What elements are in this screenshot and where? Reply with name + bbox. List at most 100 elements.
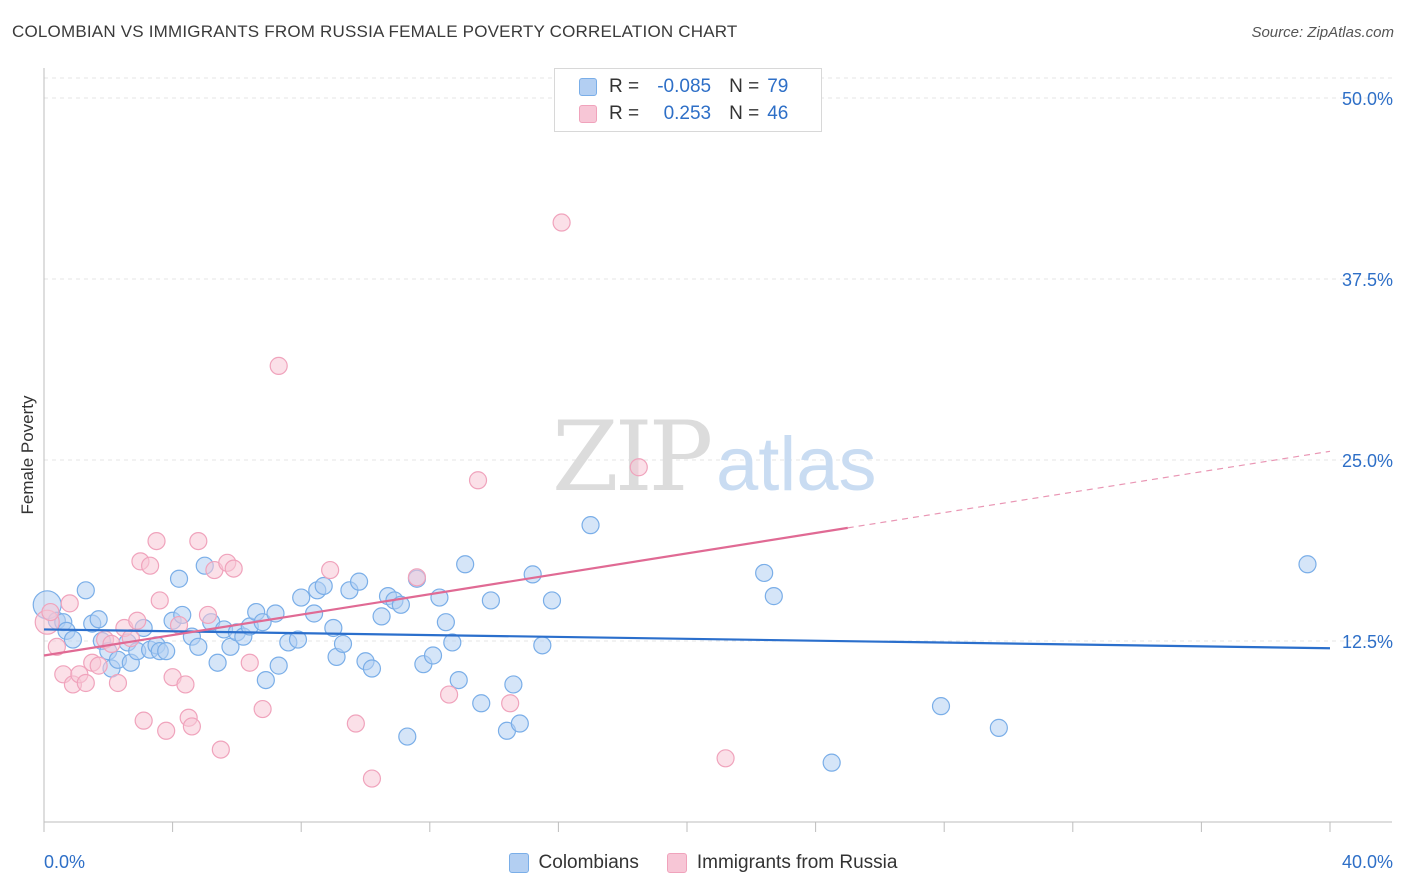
data-point [189,637,208,656]
data-point [128,611,147,630]
data-point [931,697,951,716]
data-point [182,717,201,736]
data-point [89,610,108,629]
data-point [269,356,288,375]
watermark: ZIP atlas [552,401,877,513]
data-point [472,694,491,713]
legend-swatch-colombians [579,78,597,96]
x-tick-max: 40.0% [1341,852,1393,872]
data-point [157,642,176,661]
y-tick-label: 25.0% [1342,451,1393,471]
chart-source: Source: ZipAtlas.com [1251,24,1394,41]
data-point [189,531,208,551]
data-point [324,618,343,638]
data-point [63,630,83,649]
data-point [269,656,288,675]
data-point [443,633,462,652]
legend-swatch-immigrants-from-russia [579,105,597,123]
data-point [76,673,95,693]
series-legend: Colombians Immigrants from Russia [0,852,1406,874]
watermark-atlas: atlas [716,422,877,507]
data-point [398,727,417,746]
y-tick-label: 37.5% [1342,270,1393,290]
legend-row-immigrants-from-russia: R = 0.253 N = 46 [579,102,788,126]
data-point [456,555,475,574]
data-point [169,569,189,588]
series-legend-label: Colombians [538,852,639,873]
data-point [211,740,230,759]
data-point [346,714,365,733]
data-point [176,675,195,694]
data-point [150,591,169,610]
data-point [449,670,468,690]
data-point [76,581,95,600]
legend-r-label: R = [609,103,640,124]
data-point [533,636,552,655]
data-point [208,653,227,672]
x-tick-min: 0.0% [44,852,86,872]
data-point [581,516,600,535]
series-legend-label: Immigrants from Russia [696,852,898,873]
data-point [501,694,520,713]
data-point [407,568,427,587]
data-point [253,699,272,719]
y-tick-label: 12.5% [1342,632,1393,652]
legend-n-value: 79 [767,76,789,97]
data-point [147,531,166,551]
data-point [108,673,128,693]
data-point [542,591,562,610]
series-immigrants-from-russia [34,213,735,788]
y-tick-label: 50.0% [1342,89,1393,109]
data-point [423,646,443,665]
series-legend-immigrants-from-russia[interactable]: Immigrants from Russia [666,852,898,874]
data-point [292,588,311,607]
data-point [321,560,340,580]
trend-line-colombians [43,628,1331,650]
correlation-legend: R = -0.085 N = 79 R = 0.253 N = 46 [554,68,822,132]
data-point [504,675,523,694]
data-point [716,749,735,768]
data-point [60,594,79,613]
data-point [436,613,455,632]
axes [43,68,1392,832]
data-point [288,630,308,649]
legend-r-value: 0.253 [663,103,712,124]
data-point [240,653,259,672]
trend-line-immigrants-from-russia [43,526,848,657]
chart-title: COLOMBIAN VS IMMIGRANTS FROM RUSSIA FEMA… [12,22,738,41]
watermark-zip: ZIP [552,401,711,513]
data-point [989,718,1008,737]
data-point [89,656,108,675]
data-point [362,769,382,788]
series-legend-swatch-colombians [508,853,529,873]
trend-lines [43,450,1331,657]
data-point [1298,555,1317,574]
data-point [157,721,176,740]
data-point [314,576,333,596]
legend-n-value: 46 [767,103,789,124]
data-point [140,556,160,575]
series-legend-colombians[interactable]: Colombians [508,852,639,874]
data-point [198,605,218,625]
data-point [510,714,529,733]
data-point [224,559,243,578]
data-point [755,563,774,583]
data-point [481,591,500,610]
data-point [333,634,353,653]
data-point [523,565,542,584]
legend-n-label: N = [729,76,760,97]
data-point [121,629,140,648]
legend-r-label: R = [609,76,640,97]
data-point [372,607,391,626]
trend-line-extension [847,450,1331,529]
data-point [362,659,382,678]
data-point [468,471,488,490]
legend-n-label: N = [729,103,760,124]
data-point [552,213,571,232]
data-point [764,587,783,606]
y-tick-labels: 12.5% 25.0% 37.5% 50.0% [1342,89,1393,652]
data-point [47,637,66,656]
series-legend-swatch-immigrants-from-russia [666,853,687,873]
data-point [439,685,459,704]
